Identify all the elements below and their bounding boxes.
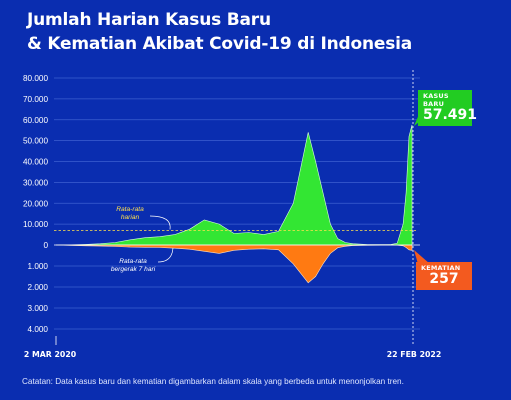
title-line-2: & Kematian Akibat Covid-19 di Indonesia (27, 34, 413, 54)
y-tick-cases: 20.000 (23, 199, 48, 208)
cases-callout-value: 57.491 (423, 107, 478, 123)
y-tick-deaths: 2.000 (28, 283, 49, 292)
cases-callout-label: KASUS BARU (423, 92, 449, 108)
avg-daily-label-1: Rata-rata (116, 206, 144, 213)
y-tick-cases: 80.000 (23, 74, 48, 83)
x-label-end: 22 FEB 2022 (387, 350, 442, 359)
cases-area (55, 124, 413, 246)
deaths-callout: KEMATIAN 257 (416, 262, 472, 290)
y-axis-ticks: 0 10.000 20.000 30.000 40.000 50.000 60.000 70.… (23, 74, 48, 334)
footnote: Catatan: Data kasus baru dan kematian di… (22, 377, 404, 386)
avg-daily-label-2: harian (121, 214, 140, 221)
y-tick-deaths: 3.000 (28, 304, 49, 313)
deaths-callout-pointer (414, 250, 430, 264)
y-tick-cases: 60.000 (23, 116, 48, 125)
y-tick-cases: 40.000 (23, 158, 48, 167)
deaths-callout-label: KEMATIAN (421, 264, 461, 272)
grid-lines (54, 77, 420, 330)
avg-7day-leader (157, 247, 174, 263)
deaths-area (55, 244, 413, 284)
y-tick-deaths: 4.000 (28, 325, 49, 334)
y-tick-cases: 50.000 (23, 137, 48, 146)
cases-callout: KASUS BARU 57.491 (418, 90, 478, 126)
y-tick-cases: 30.000 (23, 178, 48, 187)
deaths-callout-value: 257 (429, 271, 459, 287)
avg-7day-label-1: Rata-rata (119, 258, 147, 265)
y-tick-deaths: 1.000 (28, 262, 49, 271)
avg-7day-label-2: bergerak 7 hari (111, 266, 156, 273)
y-tick-cases: 0 (43, 241, 48, 250)
chart-title: Jumlah Harian Kasus Baru & Kematian Akib… (27, 8, 497, 56)
y-tick-cases: 10.000 (23, 220, 48, 229)
x-label-start: 2 MAR 2020 (24, 350, 77, 359)
y-tick-cases: 70.000 (23, 95, 48, 104)
avg-daily-leader (149, 215, 171, 230)
title-line-1: Jumlah Harian Kasus Baru (27, 10, 271, 30)
